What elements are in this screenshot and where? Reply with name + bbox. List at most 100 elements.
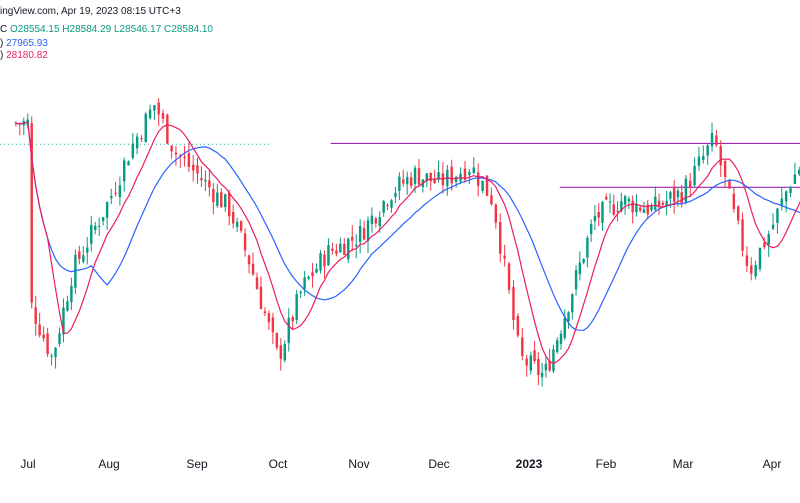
candle <box>307 275 310 281</box>
candle-body <box>586 237 589 258</box>
candle-body <box>627 198 631 202</box>
candle <box>22 117 26 136</box>
candle <box>161 109 165 124</box>
candle <box>30 116 33 309</box>
candle <box>684 175 688 205</box>
candle-body <box>552 349 555 372</box>
candle-body <box>354 244 358 247</box>
candle-body <box>736 206 740 221</box>
candle <box>405 171 409 195</box>
candle-body <box>122 160 126 182</box>
candle <box>446 165 449 196</box>
candle <box>654 186 657 211</box>
candle <box>597 203 600 227</box>
candle <box>231 204 235 229</box>
ma-fast-value: 27965.93 <box>6 38 48 49</box>
candle <box>494 203 498 229</box>
candle-body <box>187 153 191 167</box>
candle-body <box>259 286 263 310</box>
candle <box>715 130 718 148</box>
candle <box>650 202 653 213</box>
candle <box>362 220 366 241</box>
candle-body <box>608 201 612 203</box>
candle-body <box>82 255 85 262</box>
candle <box>144 111 147 143</box>
candle-body <box>472 167 475 174</box>
x-tick-label: Aug <box>98 457 119 471</box>
candle-body <box>398 176 401 191</box>
candle <box>374 216 378 228</box>
ma-fast-prefix: ) <box>0 38 4 49</box>
candle-body <box>728 180 731 189</box>
candle-body <box>204 179 207 182</box>
candle-body <box>200 178 203 181</box>
candle-body <box>153 105 156 111</box>
candle <box>319 250 322 274</box>
candle-body <box>589 223 593 235</box>
candle <box>54 346 57 369</box>
candle <box>623 194 627 215</box>
candle-body <box>706 145 709 156</box>
candle-body <box>715 135 718 146</box>
candle-body <box>86 247 89 253</box>
candle-body <box>127 161 130 166</box>
candle <box>642 201 646 214</box>
candle <box>540 363 544 387</box>
candle-body <box>710 132 714 147</box>
candle-body <box>78 251 81 260</box>
candle-body <box>571 294 574 313</box>
candle-body <box>144 113 147 143</box>
candle-body <box>54 347 57 358</box>
candle-body <box>490 195 493 205</box>
candle-body <box>174 152 178 155</box>
candle-body <box>537 358 540 376</box>
ma-slow-line <box>15 121 800 364</box>
candle-body <box>638 207 642 211</box>
candle <box>101 216 105 226</box>
candle-body <box>34 307 37 324</box>
candle-body <box>758 247 762 269</box>
candle <box>732 187 736 213</box>
candle <box>148 104 152 120</box>
candle <box>196 157 199 184</box>
candle-body <box>243 233 247 251</box>
horizontal-levels <box>0 142 800 188</box>
candle-body <box>299 291 302 294</box>
candle-body <box>763 242 766 248</box>
candle <box>38 312 41 338</box>
candle <box>259 276 263 310</box>
candle-body <box>521 337 524 357</box>
candle-body <box>654 196 657 210</box>
candle <box>235 217 239 233</box>
x-tick-label: Dec <box>428 457 449 471</box>
candle-body <box>593 216 597 222</box>
candle <box>646 200 649 220</box>
candle-body <box>135 136 139 149</box>
candle <box>635 194 638 217</box>
candle-body <box>101 217 105 222</box>
candle <box>157 98 160 126</box>
candle-body <box>745 255 749 266</box>
candle <box>689 172 692 197</box>
candle-body <box>425 173 429 182</box>
candle <box>608 193 612 214</box>
candle <box>586 235 589 268</box>
candle-body <box>74 254 77 288</box>
candle-body <box>631 200 634 213</box>
candle-body <box>567 312 570 322</box>
candle <box>366 216 370 253</box>
candle-body <box>97 225 101 227</box>
candle <box>521 327 524 361</box>
candle <box>94 221 97 235</box>
candle-body <box>793 174 797 184</box>
candle-body <box>267 313 271 323</box>
candle <box>638 206 642 213</box>
candle-body <box>601 201 604 223</box>
candle-body <box>157 102 160 115</box>
candle-body <box>529 355 533 371</box>
candle <box>481 180 484 194</box>
candle-body <box>105 202 109 218</box>
candle <box>174 145 178 166</box>
candle-body <box>635 203 638 213</box>
